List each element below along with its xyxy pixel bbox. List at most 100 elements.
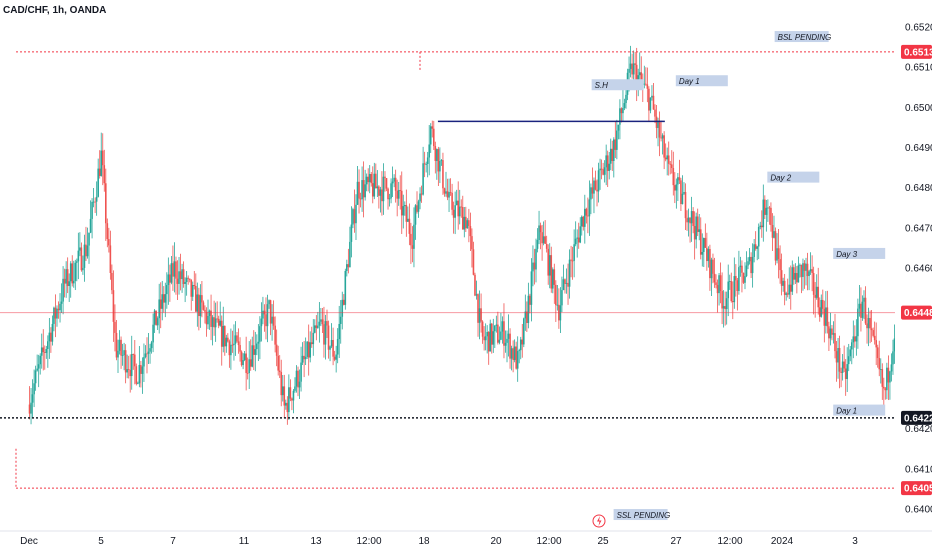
- candle-body: [742, 272, 745, 283]
- candle-body: [170, 263, 173, 283]
- annotation-box[interactable]: [833, 247, 886, 259]
- candle: [727, 264, 730, 317]
- candle-body: [71, 263, 74, 284]
- candle: [53, 306, 55, 332]
- candle-body: [98, 168, 101, 176]
- candle: [207, 299, 209, 330]
- candle: [857, 298, 859, 349]
- candle-body: [541, 232, 543, 244]
- candle: [489, 319, 492, 352]
- candle: [176, 260, 179, 300]
- candle-body: [376, 186, 379, 189]
- candle: [432, 120, 435, 151]
- candle: [336, 328, 339, 364]
- candle: [756, 245, 759, 261]
- candle-body: [336, 339, 339, 355]
- candle: [185, 270, 188, 296]
- candle-body: [834, 333, 836, 352]
- candle: [872, 327, 874, 338]
- candle: [225, 334, 228, 353]
- annotation-box[interactable]: [833, 404, 886, 416]
- candle-body: [440, 160, 443, 162]
- candle-body: [82, 267, 84, 271]
- candle-body: [117, 350, 119, 358]
- candle: [350, 206, 353, 258]
- candle-body: [118, 339, 121, 351]
- candle: [173, 242, 176, 293]
- candle-body: [623, 103, 626, 109]
- candle-body: [166, 284, 168, 295]
- candle: [703, 237, 705, 268]
- annotation-label[interactable]: S.H: [591, 79, 644, 91]
- candle-body: [698, 229, 701, 232]
- annotation-box[interactable]: [774, 31, 829, 43]
- candle-body: [556, 304, 559, 306]
- annotation-label[interactable]: Day 1: [833, 404, 886, 416]
- candle: [147, 333, 150, 365]
- candle: [202, 300, 205, 311]
- candle-body: [54, 307, 57, 319]
- candle-body: [683, 192, 685, 194]
- annotation-label[interactable]: BSL PENDING: [774, 31, 832, 43]
- candle-body: [362, 180, 365, 198]
- candle-body: [649, 97, 652, 111]
- candle: [211, 315, 214, 346]
- candle-body: [124, 350, 127, 373]
- time-tick-label: 27: [670, 536, 682, 547]
- candle-body: [341, 299, 344, 317]
- candle-body: [80, 247, 83, 271]
- candle: [490, 322, 493, 354]
- candle-body: [652, 95, 655, 110]
- lightning-icon[interactable]: [592, 514, 606, 528]
- candle: [109, 230, 112, 280]
- candle: [532, 245, 534, 287]
- candle-body: [324, 321, 327, 345]
- candle-body: [239, 345, 241, 352]
- annotation-box[interactable]: [613, 509, 668, 521]
- candle: [191, 281, 194, 302]
- candle-body: [789, 284, 792, 292]
- candle: [362, 161, 365, 218]
- candle: [320, 308, 322, 327]
- annotation-box[interactable]: [591, 79, 644, 91]
- candle: [195, 273, 197, 312]
- candle-body: [420, 193, 423, 195]
- candle-body: [580, 216, 583, 227]
- candle: [614, 121, 617, 159]
- candle-body: [74, 262, 77, 281]
- candle-body: [106, 223, 109, 240]
- candle-body: [384, 176, 386, 179]
- candle-body: [587, 215, 589, 217]
- candle-body: [484, 336, 487, 341]
- candle-body: [512, 348, 514, 360]
- candle: [31, 379, 34, 418]
- candle: [51, 315, 54, 346]
- candle-body: [628, 68, 630, 73]
- annotation-label[interactable]: SSL PENDING: [613, 509, 671, 521]
- candle-body: [460, 206, 463, 208]
- candle-body: [198, 294, 200, 317]
- candle-body: [237, 341, 240, 346]
- candle: [172, 245, 174, 291]
- annotation-box[interactable]: [675, 75, 728, 87]
- candle-body: [622, 108, 624, 114]
- candle-body: [878, 358, 881, 370]
- annotation-label[interactable]: Day 3: [833, 247, 886, 259]
- annotation-text: SSL PENDING: [617, 511, 671, 520]
- candle-body: [864, 297, 867, 324]
- annotation-label[interactable]: Day 1: [675, 75, 728, 87]
- candle: [616, 119, 618, 160]
- candle-body: [793, 267, 795, 280]
- time-axis-panel[interactable]: [0, 531, 932, 550]
- price-axis-panel[interactable]: [895, 0, 932, 550]
- candle: [434, 141, 437, 174]
- candle-body: [518, 350, 521, 352]
- candle-body: [378, 186, 380, 196]
- candle-body: [799, 264, 801, 266]
- candle: [178, 257, 180, 295]
- annotation-box[interactable]: [767, 171, 820, 183]
- annotation-label[interactable]: Day 2: [767, 171, 820, 183]
- candle: [248, 341, 251, 390]
